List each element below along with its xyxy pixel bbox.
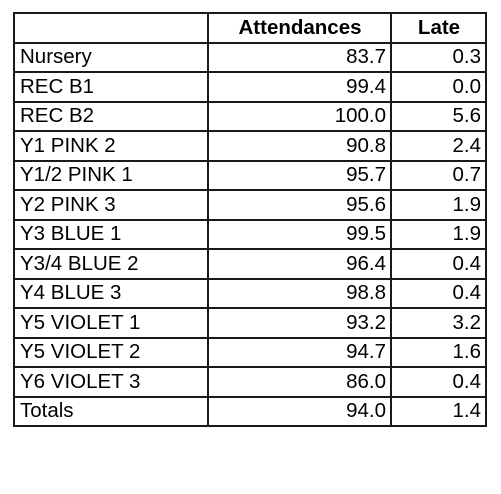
class-name-cell: Y6 VIOLET 3 [13,366,209,398]
table-row: Y2 PINK 3 95.6 1.9 [13,189,487,221]
table-row: Y3 BLUE 1 99.5 1.9 [13,218,487,250]
attendances-cell: 95.7 [207,159,392,191]
attendances-cell: 93.2 [207,307,392,339]
class-name-cell: REC B1 [13,71,209,103]
class-name-cell: Y1/2 PINK 1 [13,159,209,191]
attendances-cell: 95.6 [207,189,392,221]
totals-attendances-cell: 94.0 [207,395,392,427]
late-cell: 0.3 [390,41,487,73]
late-cell: 1.9 [390,189,487,221]
totals-label-cell: Totals [13,395,209,427]
table-row: Y5 VIOLET 2 94.7 1.6 [13,336,487,368]
late-cell: 1.6 [390,336,487,368]
late-cell: 0.4 [390,366,487,398]
class-name-cell: Y5 VIOLET 1 [13,307,209,339]
table-body: Nursery 83.7 0.3 REC B1 99.4 0.0 REC B2 … [13,41,487,427]
table-row: Y6 VIOLET 3 86.0 0.4 [13,366,487,398]
late-cell: 3.2 [390,307,487,339]
table-row: Nursery 83.7 0.3 [13,41,487,73]
attendances-cell: 86.0 [207,366,392,398]
table-row: Y5 VIOLET 1 93.2 3.2 [13,307,487,339]
attendance-table: Attendances Late Nursery 83.7 0.3 REC B1… [13,12,487,427]
table-header-row: Attendances Late [13,12,487,44]
late-cell: 0.0 [390,71,487,103]
class-name-cell: Y3 BLUE 1 [13,218,209,250]
attendances-cell: 99.5 [207,218,392,250]
class-name-cell: Y2 PINK 3 [13,189,209,221]
totals-row: Totals 94.0 1.4 [13,395,487,427]
late-cell: 0.4 [390,248,487,280]
late-cell: 0.7 [390,159,487,191]
late-cell: 1.9 [390,218,487,250]
late-cell: 2.4 [390,130,487,162]
header-late: Late [390,12,487,44]
attendances-cell: 83.7 [207,41,392,73]
class-name-cell: REC B2 [13,100,209,132]
class-name-cell: Y1 PINK 2 [13,130,209,162]
class-name-cell: Y3/4 BLUE 2 [13,248,209,280]
attendances-cell: 98.8 [207,277,392,309]
class-name-cell: Nursery [13,41,209,73]
late-cell: 0.4 [390,277,487,309]
table-row: Y1 PINK 2 90.8 2.4 [13,130,487,162]
table-row: REC B1 99.4 0.0 [13,71,487,103]
table-row: Y3/4 BLUE 2 96.4 0.4 [13,248,487,280]
attendances-cell: 96.4 [207,248,392,280]
totals-late-cell: 1.4 [390,395,487,427]
attendances-cell: 90.8 [207,130,392,162]
table-row: Y1/2 PINK 1 95.7 0.7 [13,159,487,191]
attendances-cell: 99.4 [207,71,392,103]
table-row: Y4 BLUE 3 98.8 0.4 [13,277,487,309]
class-name-cell: Y4 BLUE 3 [13,277,209,309]
header-attendances: Attendances [207,12,392,44]
header-blank-cell [13,12,209,44]
attendances-cell: 94.7 [207,336,392,368]
attendances-cell: 100.0 [207,100,392,132]
table-row: REC B2 100.0 5.6 [13,100,487,132]
late-cell: 5.6 [390,100,487,132]
class-name-cell: Y5 VIOLET 2 [13,336,209,368]
